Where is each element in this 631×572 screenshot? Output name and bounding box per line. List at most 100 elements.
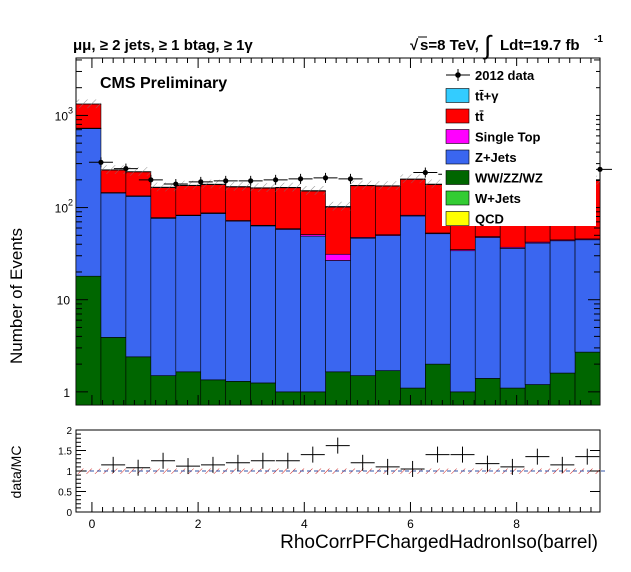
uncertainty-bin xyxy=(76,99,101,109)
uncertainty-bin xyxy=(200,179,226,189)
sqrt-symbol: √ xyxy=(410,37,419,54)
stack-bar xyxy=(125,356,152,406)
data-point xyxy=(213,175,238,186)
legend-entry: WW/ZZ/WZ xyxy=(445,170,543,186)
ratio-uncertainty-band xyxy=(76,468,608,474)
uncertainty-bin xyxy=(400,174,426,184)
stack-bar xyxy=(449,250,476,393)
stack-bar xyxy=(400,387,426,406)
uncertainty-bin xyxy=(300,186,326,195)
legend-entry: Z+Jets xyxy=(445,149,517,165)
uncertainty-bin xyxy=(375,181,401,190)
stack-bar xyxy=(325,253,351,261)
uncertainty-bin xyxy=(325,201,351,211)
lumi-label: Ldt=19.7 fb xyxy=(500,37,580,54)
legend: 2012 data tt̄+γ tt̄ Single Top Z+Jets WW/ZZ/W… xyxy=(442,66,596,227)
ratio-point xyxy=(400,460,425,477)
legend-label: QCD xyxy=(475,212,504,227)
stack-bar xyxy=(150,187,177,218)
stack-bar xyxy=(549,240,576,374)
stack-bar xyxy=(175,185,202,216)
stack-bar xyxy=(524,242,551,385)
ratio-axes: 0 0.5 1 1.5 2 0 2 4 6 8 xyxy=(58,426,600,531)
legend-swatch xyxy=(445,129,470,144)
legend-label: W+Jets xyxy=(475,191,521,206)
ratio-y-tick-label: 0 xyxy=(66,508,72,519)
stack-bar xyxy=(75,275,102,406)
stack-bar xyxy=(175,371,202,406)
stack-bar xyxy=(425,363,451,406)
stack-bar xyxy=(300,235,326,393)
data-point xyxy=(138,174,163,185)
legend-swatch xyxy=(445,88,470,103)
stack-bar xyxy=(225,381,251,406)
stack-bar xyxy=(200,184,227,214)
uncertainty-bin xyxy=(100,165,126,174)
ratio-point xyxy=(375,458,400,475)
x-tick-label: 8 xyxy=(513,517,520,531)
x-tick-label: 6 xyxy=(407,517,414,531)
ratio-point xyxy=(275,452,300,469)
stack-bar xyxy=(225,220,251,382)
x-tick-label: 4 xyxy=(301,517,308,531)
ratio-point xyxy=(325,437,350,454)
stack-bar xyxy=(474,378,501,406)
ratio-point xyxy=(525,448,550,465)
stack-bar xyxy=(449,391,476,406)
x-tick-label: 2 xyxy=(195,517,202,531)
data-point xyxy=(338,173,363,184)
energy-lumi-label: √ s=8 TeV, ∫ Ldt=19.7 fb -1 xyxy=(410,30,603,60)
data-point xyxy=(238,175,263,186)
stack-z-jets xyxy=(75,128,601,393)
data-point xyxy=(88,157,113,168)
legend-entry: QCD xyxy=(445,211,504,227)
stack-bar xyxy=(250,187,276,226)
legend-label: tt̄+γ xyxy=(475,89,499,104)
stack-bar xyxy=(375,185,401,236)
uncertainty-bin xyxy=(125,167,151,176)
legend-entry: tt̄ xyxy=(445,108,484,124)
stack-bar xyxy=(275,391,301,406)
y-tick-exponent: 3 xyxy=(68,105,73,115)
uncertainty-bin xyxy=(425,179,451,189)
uncertainty-bin xyxy=(175,180,201,190)
legend-entry: W+Jets xyxy=(445,190,521,206)
stack-bar xyxy=(250,382,276,406)
ratio-y-tick-label: 1.5 xyxy=(58,447,72,458)
stack-bar xyxy=(350,375,376,406)
stack-bar xyxy=(350,185,376,238)
legend-swatch xyxy=(445,108,470,124)
uncertainty-bin xyxy=(250,183,276,192)
stack-bar xyxy=(175,215,202,373)
stack-bar xyxy=(375,370,401,406)
stack-bar xyxy=(225,186,251,221)
legend-swatch xyxy=(445,211,470,226)
data-point xyxy=(113,163,138,174)
stack-bar xyxy=(425,233,451,365)
energy-label: s=8 TeV, xyxy=(420,37,479,54)
ratio-point xyxy=(575,448,600,465)
ratio-y-axis-title: data/MC xyxy=(8,446,24,499)
stack-ww-zz-wz xyxy=(75,275,601,406)
stack-bar xyxy=(300,190,326,235)
data-point xyxy=(288,173,313,184)
stack-bar xyxy=(574,351,601,406)
ratio-point xyxy=(225,454,250,471)
stack-bar xyxy=(125,196,152,358)
stack-bar xyxy=(75,128,102,277)
uncertainty-bin xyxy=(350,180,376,190)
stack-bar xyxy=(100,337,127,406)
ratio-point xyxy=(200,456,225,473)
data-point xyxy=(263,174,288,185)
ratio-point xyxy=(101,456,126,473)
stack-bar xyxy=(375,235,401,371)
x-tick-label: 0 xyxy=(89,517,96,531)
ratio-point xyxy=(126,459,151,476)
y-tick-exponent: 2 xyxy=(68,198,73,208)
stack-bar xyxy=(275,187,301,229)
selection-label: μμ, ≥ 2 jets, ≥ 1 btag, ≥ 1γ xyxy=(73,37,253,54)
uncertainty-bin xyxy=(275,182,301,192)
ratio-y-tick-label: 0.5 xyxy=(58,488,72,499)
